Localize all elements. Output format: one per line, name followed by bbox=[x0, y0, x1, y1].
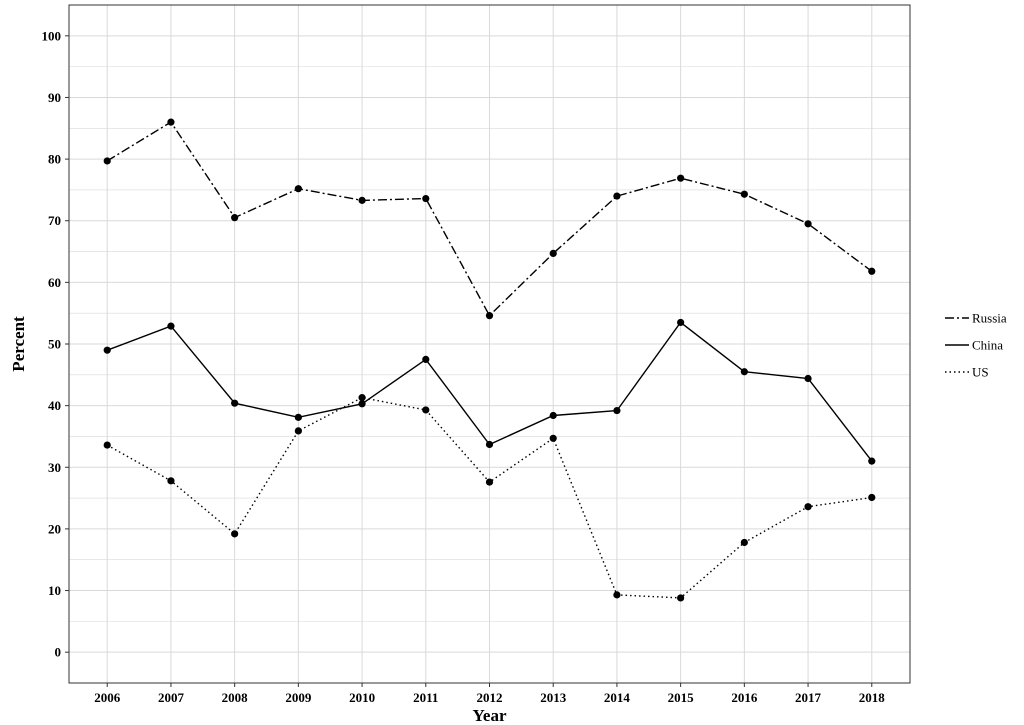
series-russia bbox=[103, 118, 876, 320]
data-point-china bbox=[358, 400, 366, 408]
legend-label: China bbox=[972, 338, 1003, 353]
data-point-us bbox=[740, 538, 748, 547]
data-point-russia bbox=[103, 157, 111, 165]
data-point-china bbox=[677, 318, 685, 327]
series-china bbox=[103, 318, 876, 465]
y-tick-label: 10 bbox=[48, 583, 61, 598]
data-point-us bbox=[485, 478, 494, 486]
data-point-us bbox=[613, 591, 621, 599]
data-point-us bbox=[231, 530, 239, 538]
y-axis-title: Percent bbox=[9, 316, 28, 372]
legend-item-russia: Russia bbox=[945, 311, 1007, 326]
data-point-us bbox=[868, 493, 876, 502]
data-point-china bbox=[549, 411, 557, 420]
x-tick-label: 2018 bbox=[859, 690, 886, 705]
y-tick-label: 20 bbox=[48, 521, 61, 536]
data-point-us bbox=[677, 594, 685, 602]
data-point-us bbox=[103, 441, 111, 449]
data-point-china bbox=[231, 399, 239, 407]
y-tick-label: 60 bbox=[48, 275, 61, 290]
data-point-us bbox=[422, 406, 430, 414]
y-tick-label: 90 bbox=[48, 90, 61, 105]
x-tick-label: 2007 bbox=[158, 690, 185, 705]
data-point-russia bbox=[422, 194, 430, 203]
data-point-russia bbox=[485, 312, 494, 320]
data-point-china bbox=[485, 440, 494, 449]
data-point-china bbox=[103, 346, 111, 354]
data-point-russia bbox=[868, 267, 876, 275]
data-point-china bbox=[804, 374, 812, 383]
data-point-china bbox=[167, 322, 175, 330]
data-point-russia bbox=[231, 214, 239, 222]
data-point-china bbox=[868, 457, 876, 465]
data-point-russia bbox=[740, 190, 748, 198]
data-point-us bbox=[804, 503, 812, 511]
x-tick-label: 2012 bbox=[477, 690, 503, 705]
data-point-us bbox=[167, 477, 175, 485]
legend-item-china: China bbox=[945, 338, 1003, 353]
y-tick-label: 40 bbox=[48, 398, 61, 413]
grid bbox=[69, 5, 910, 683]
data-point-russia bbox=[294, 185, 302, 193]
y-tick-label: 50 bbox=[48, 337, 61, 352]
y-tick-label: 30 bbox=[48, 460, 61, 475]
legend-item-us: US bbox=[945, 365, 989, 380]
data-point-us bbox=[358, 394, 366, 402]
data-point-russia bbox=[613, 192, 621, 200]
legend-label: Russia bbox=[972, 311, 1007, 326]
y-tick-label: 80 bbox=[48, 152, 61, 167]
y-tick-label: 100 bbox=[42, 28, 62, 43]
series-us bbox=[103, 394, 876, 602]
legend: Russia China US bbox=[945, 311, 1007, 380]
data-point-china bbox=[294, 413, 302, 421]
series-layer bbox=[103, 118, 876, 602]
x-tick-label: 2008 bbox=[222, 690, 249, 705]
data-point-us bbox=[549, 434, 557, 442]
x-tick-label: 2017 bbox=[795, 690, 822, 705]
x-tick-label: 2016 bbox=[731, 690, 758, 705]
data-point-us bbox=[294, 427, 302, 435]
x-tick-label: 2014 bbox=[604, 690, 631, 705]
data-point-russia bbox=[549, 249, 557, 257]
x-tick-label: 2015 bbox=[668, 690, 695, 705]
legend-label: US bbox=[972, 365, 989, 380]
x-axis-title: Year bbox=[473, 706, 507, 725]
data-point-china bbox=[422, 355, 430, 364]
x-tick-label: 2010 bbox=[349, 690, 375, 705]
x-tick-label: 2009 bbox=[285, 690, 312, 705]
y-tick-label: 70 bbox=[48, 213, 61, 228]
x-tick-label: 2006 bbox=[94, 690, 121, 705]
y-tick-label: 0 bbox=[55, 645, 62, 660]
x-tick-label: 2011 bbox=[413, 690, 438, 705]
x-tick-label: 2013 bbox=[540, 690, 567, 705]
data-point-china bbox=[740, 368, 748, 376]
data-point-russia bbox=[167, 118, 175, 126]
data-point-russia bbox=[804, 220, 812, 228]
data-point-russia bbox=[358, 196, 366, 204]
data-point-russia bbox=[677, 174, 685, 182]
axes: 0 10 20 30 40 50 60 70 80 90 100 2006 2007 2008 2009 20… bbox=[42, 28, 886, 705]
data-point-china bbox=[613, 406, 621, 415]
